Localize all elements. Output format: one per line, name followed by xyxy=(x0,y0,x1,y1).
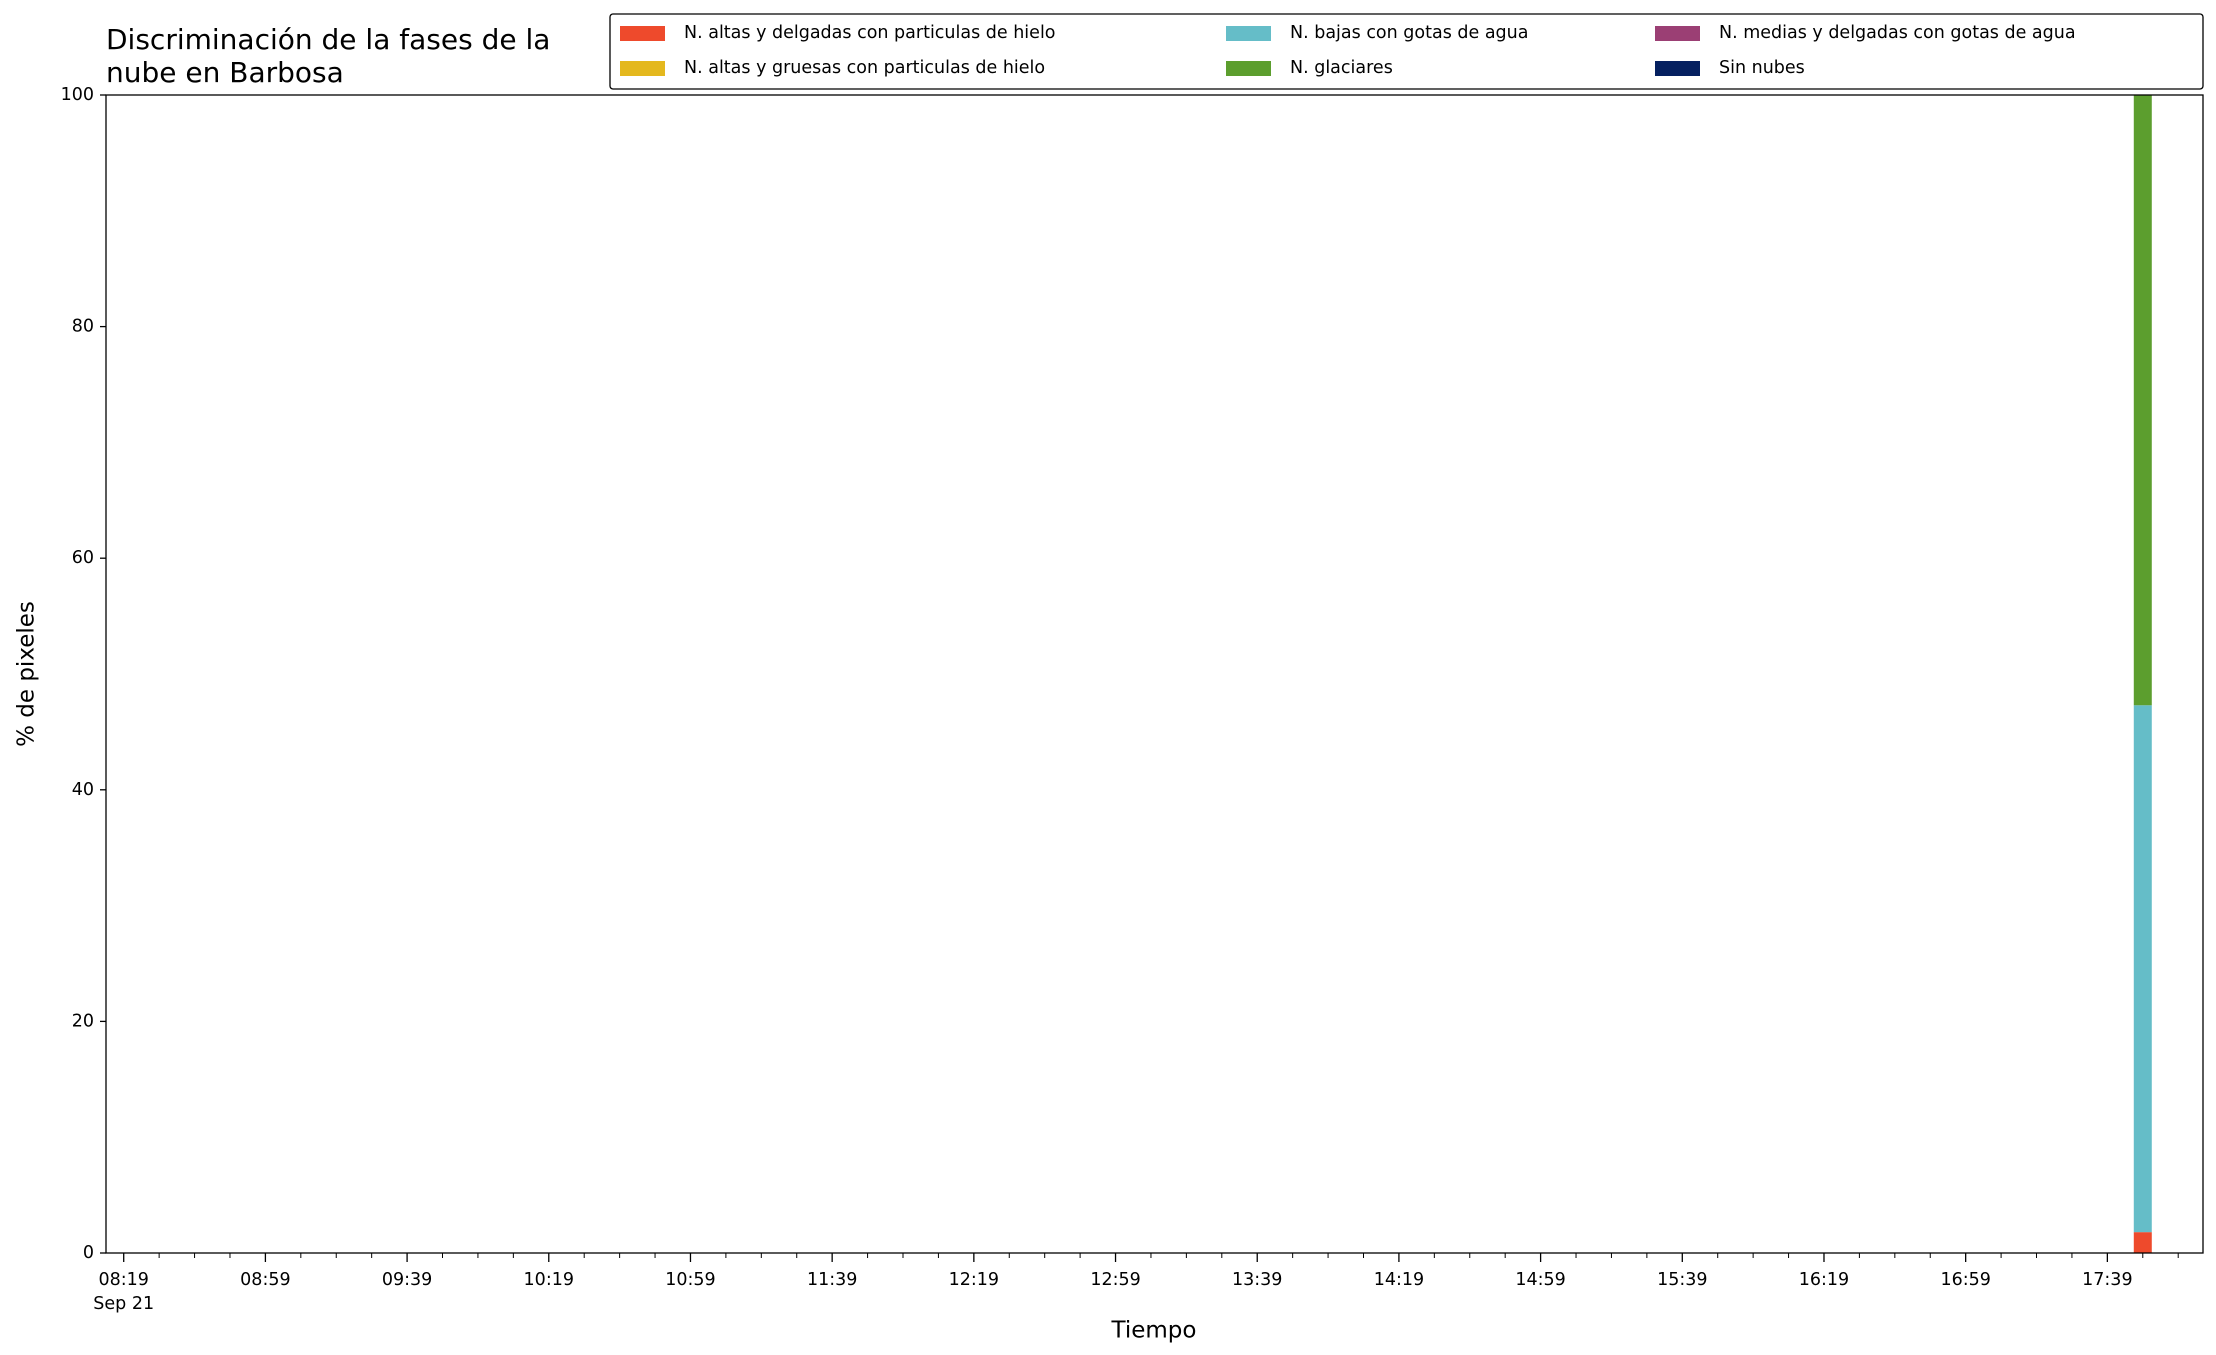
legend-swatch xyxy=(620,26,665,41)
x-tick-label: 16:59 xyxy=(1940,1270,1990,1290)
bar-segment xyxy=(2133,1232,2152,1253)
x-tick-label: 08:19 xyxy=(98,1270,148,1290)
x-tick-label: 10:19 xyxy=(524,1270,574,1290)
legend-swatch xyxy=(1655,26,1700,41)
legend-swatch xyxy=(620,61,665,76)
legend-label: N. bajas con gotas de agua xyxy=(1290,23,1528,43)
legend-label: Sin nubes xyxy=(1719,58,1805,78)
x-tick-label: 08:59 xyxy=(240,1270,290,1290)
legend-label: N. glaciares xyxy=(1290,58,1393,78)
legend-swatch xyxy=(1226,26,1271,41)
legend-label: N. medias y delgadas con gotas de agua xyxy=(1719,23,2076,43)
x-tick-label: 14:59 xyxy=(1515,1270,1565,1290)
x-tick-label: 17:39 xyxy=(2082,1270,2132,1290)
legend-label: N. altas y gruesas con particulas de hie… xyxy=(684,58,1045,78)
legend-swatch xyxy=(1226,61,1271,76)
x-tick-label: 11:39 xyxy=(807,1270,857,1290)
x-tick-label: 16:19 xyxy=(1799,1270,1849,1290)
x-tick-label: 12:19 xyxy=(949,1270,999,1290)
legend-swatch xyxy=(1655,61,1700,76)
legend-label: N. altas y delgadas con particulas de hi… xyxy=(684,23,1056,43)
y-tick-label: 80 xyxy=(72,317,94,337)
y-tick-label: 100 xyxy=(61,85,94,105)
x-tick-label: 12:59 xyxy=(1090,1270,1140,1290)
x-tick-label: 15:39 xyxy=(1657,1270,1707,1290)
x-tick-label: 09:39 xyxy=(382,1270,432,1290)
x-tick-label: 13:39 xyxy=(1232,1270,1282,1290)
x-tick-label: 10:59 xyxy=(665,1270,715,1290)
x-tick-label: 14:19 xyxy=(1374,1270,1424,1290)
legend-box xyxy=(609,13,2204,90)
y-tick-label: 0 xyxy=(83,1243,94,1263)
x-axis-label: Tiempo xyxy=(1111,1318,1197,1344)
y-tick-label: 20 xyxy=(72,1011,94,1031)
plot-frame xyxy=(105,94,2204,1254)
y-axis-label: % de pixeles xyxy=(14,601,40,747)
bar-segment xyxy=(2133,95,2152,706)
x-date-label: Sep 21 xyxy=(93,1294,154,1314)
y-tick-label: 60 xyxy=(72,548,94,568)
bar-segment xyxy=(2133,705,2152,1233)
chart-title: Discriminación de la fases de la nube en … xyxy=(106,23,550,89)
y-tick-label: 40 xyxy=(72,780,94,800)
